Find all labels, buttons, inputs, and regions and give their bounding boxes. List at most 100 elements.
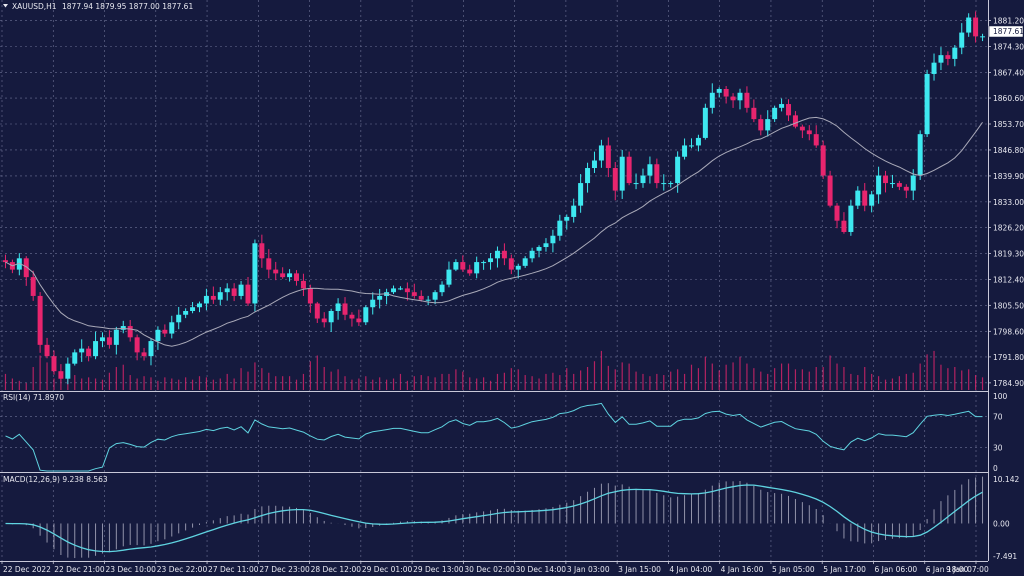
candle — [751, 99, 757, 123]
price-tick-label: 1846.80 — [993, 146, 1024, 155]
candle — [612, 162, 618, 201]
candle — [335, 298, 341, 320]
time-tick-label: 27 Dec 11:00 — [208, 565, 259, 574]
candle — [598, 139, 604, 168]
rsi-tick-label: 0 — [993, 464, 998, 473]
candle — [266, 249, 272, 279]
candle — [439, 281, 445, 297]
candle — [515, 263, 521, 279]
price-tick-label: 1833.00 — [993, 198, 1024, 207]
candle — [190, 301, 196, 314]
candle — [973, 11, 979, 43]
candle — [238, 280, 244, 300]
symbol-label[interactable]: XAUUSD,H1 — [12, 2, 57, 11]
current-price-label: 1877.61 — [993, 27, 1024, 36]
time-axis[interactable]: 22 Dec 2022 22 Dec 21:00 23 Dec 10:00 23 De… — [1, 561, 989, 574]
time-tick-label: 6 Jan 18:00 — [926, 565, 969, 574]
price-tick-label: 1784.90 — [993, 379, 1024, 388]
candle — [162, 324, 168, 338]
candle — [647, 156, 653, 184]
candle — [404, 282, 410, 301]
candle — [522, 256, 528, 268]
price-tick-label: 1881.20 — [993, 17, 1024, 26]
candle — [564, 214, 570, 230]
candle — [425, 295, 431, 306]
candle — [460, 255, 466, 272]
rsi-line — [5, 402, 983, 472]
time-tick-label: 29 Dec 01:00 — [362, 565, 413, 574]
current-price-tag: 1877.61 — [988, 25, 1024, 38]
price-tick-label: 1798.60 — [993, 327, 1024, 336]
candle — [432, 290, 438, 305]
candle — [259, 234, 265, 268]
candle — [474, 256, 480, 279]
candle — [51, 350, 57, 375]
time-tick-label: 4 Jan 04:00 — [669, 565, 712, 574]
candle — [314, 301, 320, 323]
candle — [702, 103, 708, 140]
candle — [16, 253, 22, 276]
candle — [363, 305, 369, 326]
candle — [321, 312, 327, 328]
candle — [23, 256, 29, 286]
time-tick-label: 22 Dec 21:00 — [54, 565, 105, 574]
candle — [578, 174, 584, 213]
price-tick-label: 1812.40 — [993, 275, 1024, 284]
price-tick-label: 1791.80 — [993, 353, 1024, 362]
candle — [120, 320, 126, 334]
candle — [695, 134, 701, 152]
candle — [550, 229, 556, 253]
candle — [44, 337, 50, 359]
time-tick-label: 27 Dec 23:00 — [259, 565, 310, 574]
candle — [633, 173, 639, 190]
candle — [127, 320, 133, 342]
candle — [418, 290, 424, 302]
candle — [626, 151, 632, 186]
price-tick-label: 1860.60 — [993, 94, 1024, 103]
candle — [883, 170, 889, 193]
candle — [786, 99, 792, 122]
candle — [65, 357, 71, 385]
candle — [287, 269, 293, 282]
candle — [273, 261, 279, 281]
rsi-label: RSI(14) 71.8970 — [3, 393, 64, 402]
candle — [196, 301, 202, 313]
time-tick-label: 9 Jan 07:00 — [946, 565, 989, 574]
candle — [688, 138, 694, 149]
candle — [113, 326, 119, 355]
candle — [453, 259, 459, 272]
rsi-tick-label: 100 — [993, 392, 1008, 401]
candle — [397, 286, 403, 291]
time-tick-label: 22 Dec 2022 — [3, 565, 51, 574]
candle — [481, 260, 487, 270]
candle — [820, 140, 826, 179]
candle — [328, 308, 334, 332]
candle — [848, 199, 854, 236]
candle — [134, 334, 140, 361]
time-tick-label: 3 Jan 15:00 — [618, 565, 661, 574]
price-tick-label: 1853.70 — [993, 120, 1024, 129]
candle — [99, 332, 105, 348]
candle — [716, 87, 722, 98]
candle — [446, 261, 452, 288]
candle — [141, 347, 147, 361]
candle — [467, 264, 473, 276]
candle — [682, 138, 688, 160]
price-axis[interactable]: 1881.20 1874.30 1867.40 1860.60 1853.70 1846.… — [988, 17, 1024, 561]
candle — [37, 292, 43, 353]
candle — [834, 203, 840, 229]
candle — [591, 151, 597, 173]
candle — [903, 184, 909, 199]
candle — [876, 166, 882, 204]
candle — [605, 137, 611, 178]
candle — [772, 105, 778, 122]
macd-tick-label: 10.142 — [993, 475, 1019, 484]
rsi-tick-label: 30 — [993, 444, 1003, 453]
ohlc-values: 1877.94 1879.95 1877.00 1877.61 — [62, 2, 193, 11]
candle — [945, 51, 951, 66]
candle — [155, 326, 161, 350]
time-tick-label: 30 Dec 02:00 — [464, 565, 515, 574]
dropdown-triangle-icon[interactable] — [3, 4, 8, 8]
